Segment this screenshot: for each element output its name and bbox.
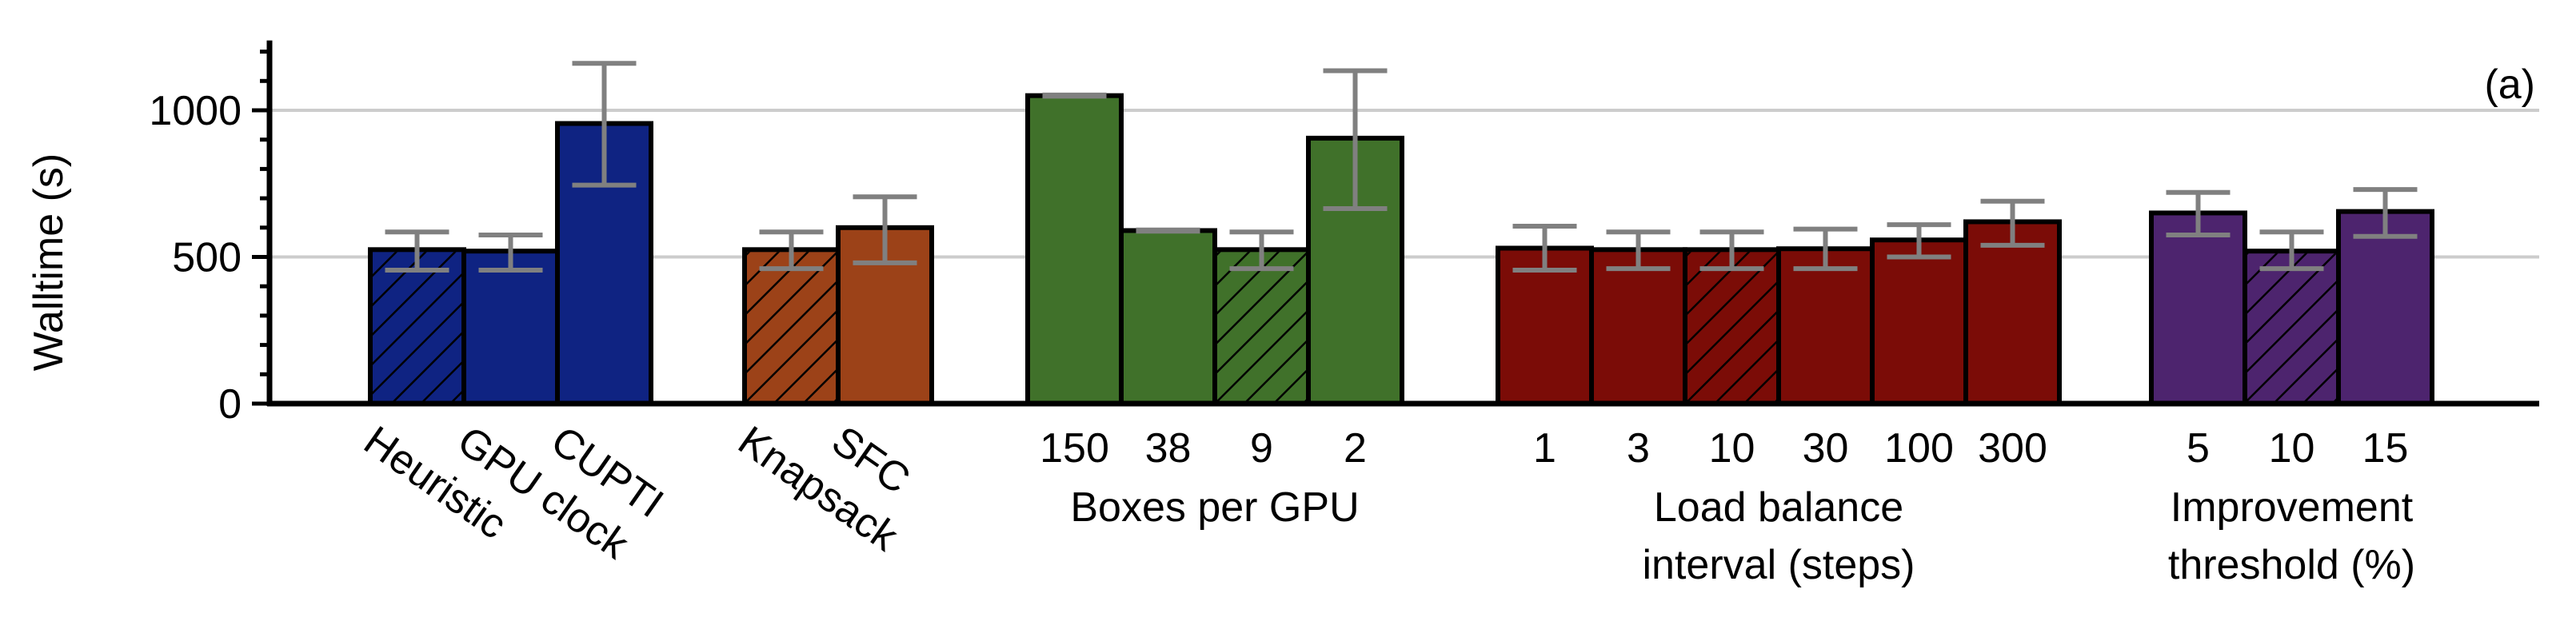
bar xyxy=(2149,210,2247,407)
group-label: threshold (%) xyxy=(2168,542,2415,588)
error-bars-layer xyxy=(385,61,2418,273)
bar xyxy=(1776,246,1875,406)
y-axis-label: Walltime (s) xyxy=(26,153,72,372)
y-tick-label: 1000 xyxy=(149,88,242,134)
bar xyxy=(1496,245,1594,406)
bar xyxy=(1589,247,1687,407)
category-label: 15 xyxy=(2362,425,2409,472)
category-label: 100 xyxy=(1884,425,1954,472)
y-tick-label: 0 xyxy=(218,381,242,428)
bar-hatch xyxy=(1217,252,1306,401)
category-label: 2 xyxy=(1344,425,1367,472)
category-label: 10 xyxy=(1709,425,1755,472)
group-label: Improvement xyxy=(2171,484,2414,531)
bar xyxy=(2336,209,2434,406)
group-labels-layer: Boxes per GPU Load balance interval (steps… xyxy=(1070,484,2415,588)
panel-label: (a) xyxy=(2484,62,2535,108)
category-label: 5 xyxy=(2187,425,2210,472)
axes-layer xyxy=(252,40,2539,407)
bars-layer xyxy=(368,93,2434,407)
category-label: 150 xyxy=(1040,425,1109,472)
bar xyxy=(1119,228,1217,406)
bar xyxy=(1963,219,2062,406)
bar xyxy=(461,249,560,406)
bar xyxy=(1025,93,1124,407)
category-label: 10 xyxy=(2269,425,2315,472)
category-label: 9 xyxy=(1250,425,1273,472)
bar-hatch xyxy=(2247,253,2336,401)
bar-hatch xyxy=(747,252,836,401)
group-label: Boxes per GPU xyxy=(1070,484,1359,531)
category-label: 30 xyxy=(1803,425,1849,472)
group-label: Load balance xyxy=(1654,484,1903,531)
category-label: 300 xyxy=(1978,425,2047,472)
y-tick-label: 500 xyxy=(172,235,242,281)
group-label: interval (steps) xyxy=(1643,542,1915,588)
category-label: 38 xyxy=(1145,425,1192,472)
bar-hatch xyxy=(373,252,461,401)
bar-hatch xyxy=(1687,252,1776,401)
bar xyxy=(1870,237,1968,406)
category-label: 3 xyxy=(1627,425,1650,472)
category-label: 1 xyxy=(1533,425,1556,472)
